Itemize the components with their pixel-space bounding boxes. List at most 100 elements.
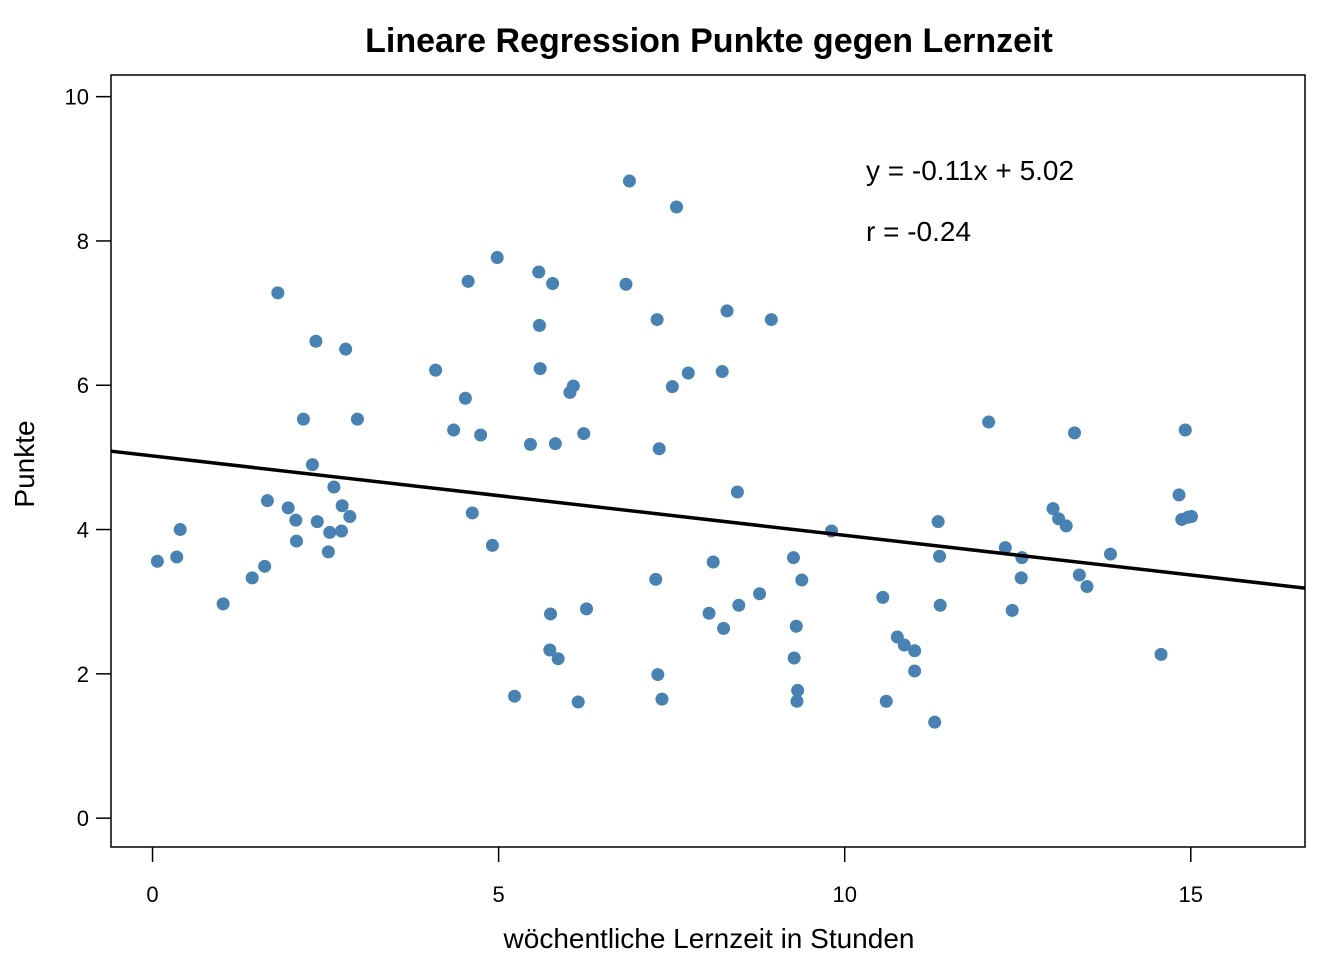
data-point bbox=[571, 695, 585, 709]
data-point bbox=[173, 523, 187, 537]
data-point bbox=[309, 334, 323, 348]
data-point bbox=[908, 664, 922, 678]
plot-frame bbox=[110, 74, 1306, 848]
data-point bbox=[310, 515, 324, 529]
data-point bbox=[702, 606, 716, 620]
data-point bbox=[649, 572, 663, 586]
data-point bbox=[1154, 647, 1168, 661]
data-point bbox=[795, 573, 809, 587]
data-point bbox=[897, 638, 911, 652]
data-point bbox=[465, 506, 479, 520]
y-tick-label: 10 bbox=[65, 85, 89, 110]
data-point bbox=[281, 501, 295, 515]
data-point bbox=[619, 277, 633, 291]
x-tick-label: 5 bbox=[492, 882, 504, 907]
y-tick-label: 4 bbox=[77, 518, 89, 543]
data-point bbox=[622, 174, 636, 188]
data-point bbox=[544, 607, 558, 621]
data-point bbox=[543, 643, 557, 657]
chart-title: Lineare Regression Punkte gegen Lernzeit bbox=[365, 22, 1053, 60]
data-point bbox=[577, 427, 591, 441]
data-point bbox=[1005, 603, 1019, 617]
data-point bbox=[335, 499, 349, 513]
data-point bbox=[290, 534, 304, 548]
data-point bbox=[1014, 571, 1028, 585]
data-point bbox=[670, 200, 684, 214]
data-point bbox=[474, 428, 488, 442]
data-point bbox=[908, 644, 922, 658]
correlation-coefficient: r = -0.24 bbox=[866, 216, 971, 247]
data-point bbox=[245, 571, 259, 585]
data-point bbox=[1068, 426, 1082, 440]
y-tick-label: 0 bbox=[77, 806, 89, 831]
data-point bbox=[260, 494, 274, 508]
data-point bbox=[786, 551, 800, 565]
data-point bbox=[546, 277, 560, 291]
data-point bbox=[651, 668, 665, 682]
data-points bbox=[150, 174, 1198, 729]
x-axis: 0 5 10 15 bbox=[146, 847, 1203, 907]
data-point bbox=[566, 379, 580, 393]
x-tick-label: 0 bbox=[146, 882, 158, 907]
data-point bbox=[982, 415, 996, 429]
data-point bbox=[508, 689, 522, 703]
data-point bbox=[458, 391, 472, 405]
data-point bbox=[879, 694, 893, 708]
data-point bbox=[732, 598, 746, 612]
data-point bbox=[532, 318, 546, 332]
data-point bbox=[490, 251, 504, 265]
data-point bbox=[429, 363, 443, 377]
x-axis-label: wöchentliche Lernzeit in Stunden bbox=[503, 923, 915, 954]
data-point bbox=[296, 412, 310, 426]
data-point bbox=[548, 437, 562, 451]
data-point bbox=[1046, 502, 1060, 516]
data-point bbox=[790, 694, 804, 708]
data-point bbox=[1103, 547, 1117, 561]
data-point bbox=[933, 598, 947, 612]
data-point bbox=[271, 286, 285, 300]
data-point bbox=[170, 550, 184, 564]
x-tick-label: 10 bbox=[832, 882, 856, 907]
data-point bbox=[730, 485, 744, 499]
data-point bbox=[532, 265, 546, 279]
data-point bbox=[321, 545, 335, 559]
data-point bbox=[533, 362, 547, 376]
data-point bbox=[787, 651, 801, 665]
y-axis: 0 2 4 6 8 10 bbox=[65, 85, 111, 831]
data-point bbox=[334, 524, 348, 538]
data-point bbox=[580, 602, 594, 616]
y-tick-label: 8 bbox=[77, 229, 89, 254]
data-point bbox=[1172, 488, 1186, 502]
data-point bbox=[523, 437, 537, 451]
data-point bbox=[876, 590, 890, 604]
data-point bbox=[1184, 510, 1198, 524]
data-point bbox=[764, 313, 778, 327]
data-point bbox=[1178, 423, 1192, 437]
data-point bbox=[350, 412, 364, 426]
x-tick-label: 15 bbox=[1179, 882, 1203, 907]
data-point bbox=[305, 458, 319, 472]
data-point bbox=[715, 365, 729, 379]
data-point bbox=[258, 559, 272, 573]
data-point bbox=[652, 442, 666, 456]
data-point bbox=[485, 538, 499, 552]
data-point bbox=[998, 541, 1012, 555]
data-point bbox=[706, 555, 720, 569]
data-point bbox=[933, 549, 947, 563]
data-point bbox=[650, 313, 664, 327]
data-point bbox=[461, 274, 475, 288]
data-point bbox=[447, 423, 461, 437]
data-point bbox=[717, 621, 731, 635]
data-point bbox=[681, 366, 695, 380]
data-point bbox=[289, 513, 303, 527]
data-point bbox=[323, 525, 337, 539]
y-tick-label: 6 bbox=[77, 373, 89, 398]
y-axis-label: Punkte bbox=[9, 420, 40, 507]
data-point bbox=[931, 515, 945, 529]
regression-line bbox=[110, 449, 1306, 590]
data-point bbox=[150, 554, 164, 568]
data-point bbox=[1072, 568, 1086, 582]
data-point bbox=[665, 380, 679, 394]
data-point bbox=[655, 692, 669, 706]
